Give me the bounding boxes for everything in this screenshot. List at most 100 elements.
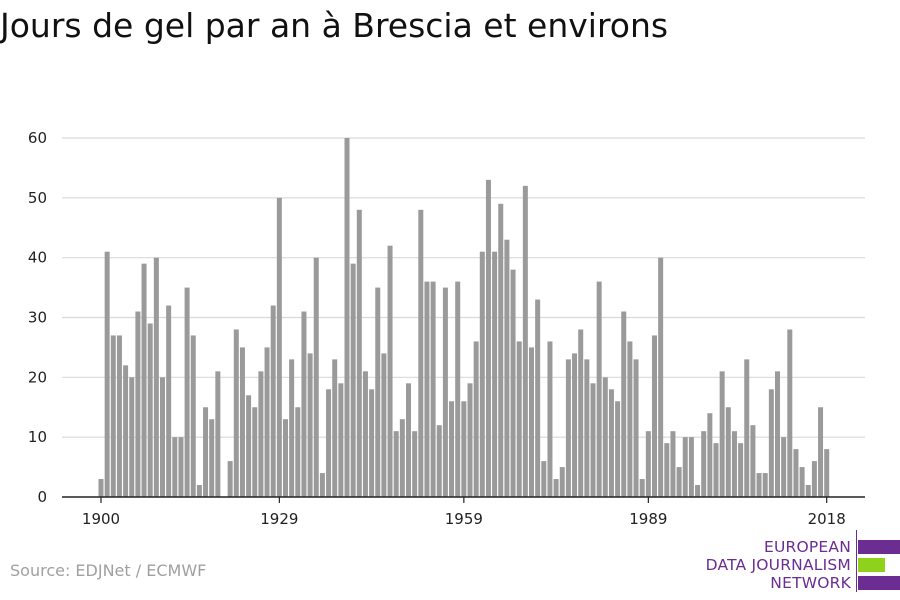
bar-1948: [393, 431, 399, 497]
bar-1988: [639, 479, 645, 497]
bar-1955: [436, 425, 442, 497]
y-tick-label: 30: [28, 309, 47, 327]
bar-2018: [824, 449, 830, 497]
bar-1960: [467, 383, 473, 497]
bar-1945: [375, 287, 381, 497]
bar-1917: [203, 407, 209, 497]
bar-1901: [104, 251, 110, 497]
bar-1933: [301, 311, 307, 497]
bar-1902: [110, 335, 116, 497]
bar-2013: [793, 449, 799, 497]
bar-1971: [535, 299, 541, 497]
bar-1992: [664, 443, 670, 497]
bar-1967: [510, 269, 516, 497]
bar-1937: [326, 389, 332, 497]
axes: 0 10 20 30 40 50 60 1900 1929 1959 1989 2018: [28, 129, 865, 528]
bar-1936: [319, 473, 325, 497]
bar-1995: [682, 437, 688, 497]
bar-1930: [283, 419, 288, 497]
bar-2016: [811, 461, 817, 497]
bar-1941: [350, 263, 356, 497]
bar-1908: [147, 323, 153, 497]
bar-1979: [584, 359, 590, 497]
bar-1918: [209, 419, 215, 497]
bar-1953: [424, 281, 430, 497]
bar-1935: [313, 257, 319, 497]
bar-1993: [670, 431, 676, 497]
bar-1934: [307, 353, 313, 497]
bar-1976: [565, 359, 571, 497]
y-tick-label: 50: [28, 189, 47, 207]
bar-1916: [196, 485, 202, 497]
bar-1952: [418, 209, 424, 498]
logo-bar-purple-top: [858, 540, 900, 554]
bar-1998: [701, 431, 707, 497]
bar-2001: [719, 371, 725, 497]
bar-1956: [442, 287, 448, 497]
bar-1983: [608, 389, 614, 497]
bar-1904: [123, 365, 129, 497]
bar-1972: [541, 461, 547, 497]
bar-1906: [135, 311, 141, 497]
bar-1923: [239, 347, 245, 497]
bar-1928: [270, 305, 276, 497]
bar-1977: [572, 353, 578, 497]
bar-2000: [713, 443, 719, 497]
logo-text-line-3: NETWORK: [770, 574, 851, 592]
bar-2010: [775, 371, 780, 497]
bar-1965: [498, 203, 504, 497]
bar-1931: [289, 359, 295, 497]
bar-1946: [381, 353, 387, 497]
bar-1926: [258, 371, 264, 497]
bar-1954: [430, 281, 436, 497]
bar-1981: [596, 281, 602, 497]
bar-1929: [276, 197, 282, 497]
bar-2003: [731, 431, 737, 497]
edjnet-logo[interactable]: EUROPEAN DATA JOURNALISM NETWORK: [700, 528, 900, 594]
bar-1915: [190, 335, 196, 497]
bar-1943: [362, 371, 368, 497]
bar-1950: [406, 383, 411, 497]
bar-1961: [473, 341, 479, 497]
bar-1922: [233, 329, 239, 497]
bar-1940: [344, 138, 350, 497]
bar-2011: [781, 437, 787, 497]
bar-1938: [332, 359, 338, 497]
source-note: Source: EDJNet / ECMWF: [10, 561, 207, 580]
bar-2002: [725, 407, 731, 497]
bar-1903: [116, 335, 122, 497]
bar-1947: [387, 245, 393, 497]
bar-1973: [547, 341, 553, 497]
bar-1989: [645, 431, 651, 497]
logo-bar-purple-bottom: [858, 576, 900, 590]
bar-1986: [627, 341, 633, 497]
bar-1985: [621, 311, 627, 497]
bar-2017: [818, 407, 824, 497]
bar-1913: [178, 437, 184, 497]
x-tick-label: 2018: [808, 510, 846, 528]
bar-1990: [652, 335, 657, 497]
bar-1924: [246, 395, 252, 497]
bar-1996: [688, 437, 694, 497]
bar-1974: [553, 479, 559, 497]
y-tick-label: 20: [28, 368, 47, 386]
bar-1921: [227, 461, 233, 497]
logo-text-line-2: DATA JOURNALISM: [705, 556, 851, 574]
bar-1999: [707, 413, 713, 497]
bar-1980: [590, 383, 596, 497]
bar-1964: [492, 251, 498, 497]
bar-2014: [799, 467, 805, 497]
bar-2007: [756, 473, 762, 497]
bar-1958: [455, 281, 461, 497]
bar-1982: [602, 377, 608, 497]
bar-2009: [768, 389, 774, 497]
logo-text-line-1: EUROPEAN: [763, 538, 851, 556]
y-tick-label: 0: [37, 488, 47, 506]
bar-1900: [98, 479, 104, 497]
bar-2008: [762, 473, 768, 497]
bar-2006: [750, 425, 756, 497]
bar-1991: [658, 257, 664, 497]
chart-title: Jours de gel par an à Brescia et environ…: [0, 6, 669, 45]
bar-1927: [264, 347, 270, 497]
